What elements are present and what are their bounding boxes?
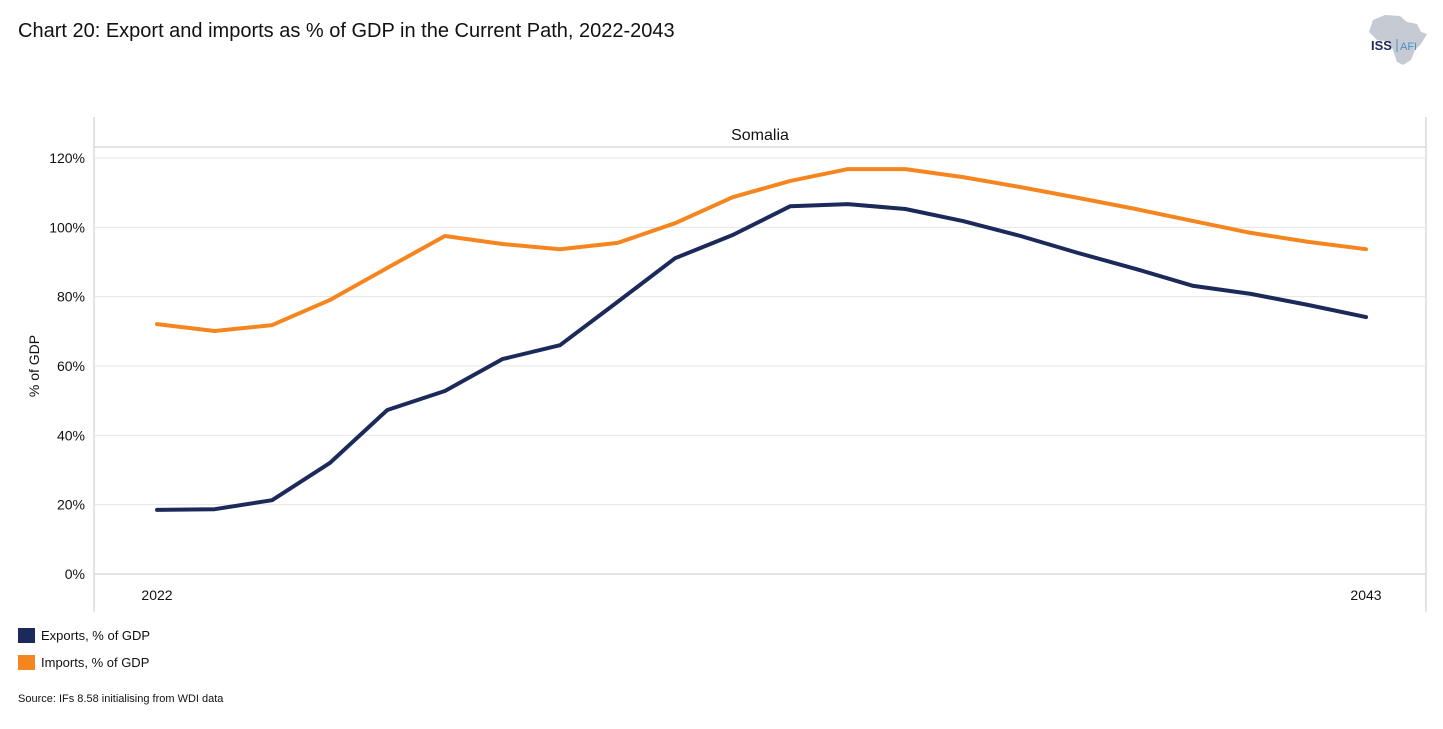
series-line-exports xyxy=(155,202,1368,512)
x-tick-label: 2022 xyxy=(141,587,172,603)
legend-item-imports: Imports, % of GDP xyxy=(18,655,149,670)
y-tick-label: 20% xyxy=(57,497,85,513)
legend-label-imports: Imports, % of GDP xyxy=(41,655,150,670)
y-tick-label: 100% xyxy=(49,219,85,235)
legend-swatch-exports xyxy=(18,628,35,643)
x-tick-label: 2043 xyxy=(1350,587,1381,603)
y-tick-label: 120% xyxy=(49,150,85,166)
source-note: Source: IFs 8.58 initialising from WDI d… xyxy=(18,693,224,705)
legend-item-exports: Exports, % of GDP xyxy=(18,628,150,643)
panel-title: Somalia xyxy=(731,127,789,144)
iss-afi-logo: ISS AFI xyxy=(1369,15,1427,65)
legend-swatch-imports xyxy=(18,655,35,670)
y-tick-label: 40% xyxy=(57,427,85,443)
svg-text:AFI: AFI xyxy=(1400,41,1417,53)
y-tick-label: 60% xyxy=(57,358,85,374)
y-tick-label: 0% xyxy=(65,566,85,582)
legend-label-exports: Exports, % of GDP xyxy=(41,628,151,643)
chart-title: Chart 20: Export and imports as % of GDP… xyxy=(18,20,675,42)
y-tick-label: 80% xyxy=(57,289,85,305)
svg-text:ISS: ISS xyxy=(1371,38,1392,53)
africa-map-icon xyxy=(1369,15,1427,65)
y-axis-label: % of GDP xyxy=(26,335,42,397)
series-line-imports xyxy=(155,167,1368,333)
